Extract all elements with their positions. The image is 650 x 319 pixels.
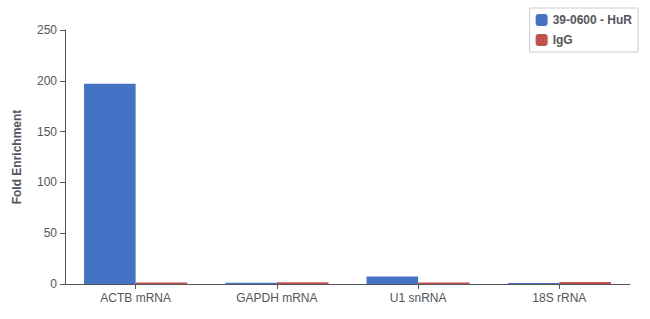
svg-text:Fold Enrichment: Fold Enrichment [10,110,24,205]
svg-text:U1 snRNA: U1 snRNA [390,291,447,305]
svg-text:200: 200 [37,74,57,88]
svg-text:0: 0 [50,277,57,291]
svg-text:IgG: IgG [553,33,573,47]
svg-text:250: 250 [37,23,57,37]
svg-text:ACTB mRNA: ACTB mRNA [100,291,171,305]
svg-text:100: 100 [37,175,57,189]
svg-text:150: 150 [37,125,57,139]
svg-text:39-0600 - HuR: 39-0600 - HuR [553,13,633,27]
svg-text:50: 50 [44,226,58,240]
svg-text:GAPDH mRNA: GAPDH mRNA [236,291,317,305]
svg-text:18S rRNA: 18S rRNA [532,291,586,305]
